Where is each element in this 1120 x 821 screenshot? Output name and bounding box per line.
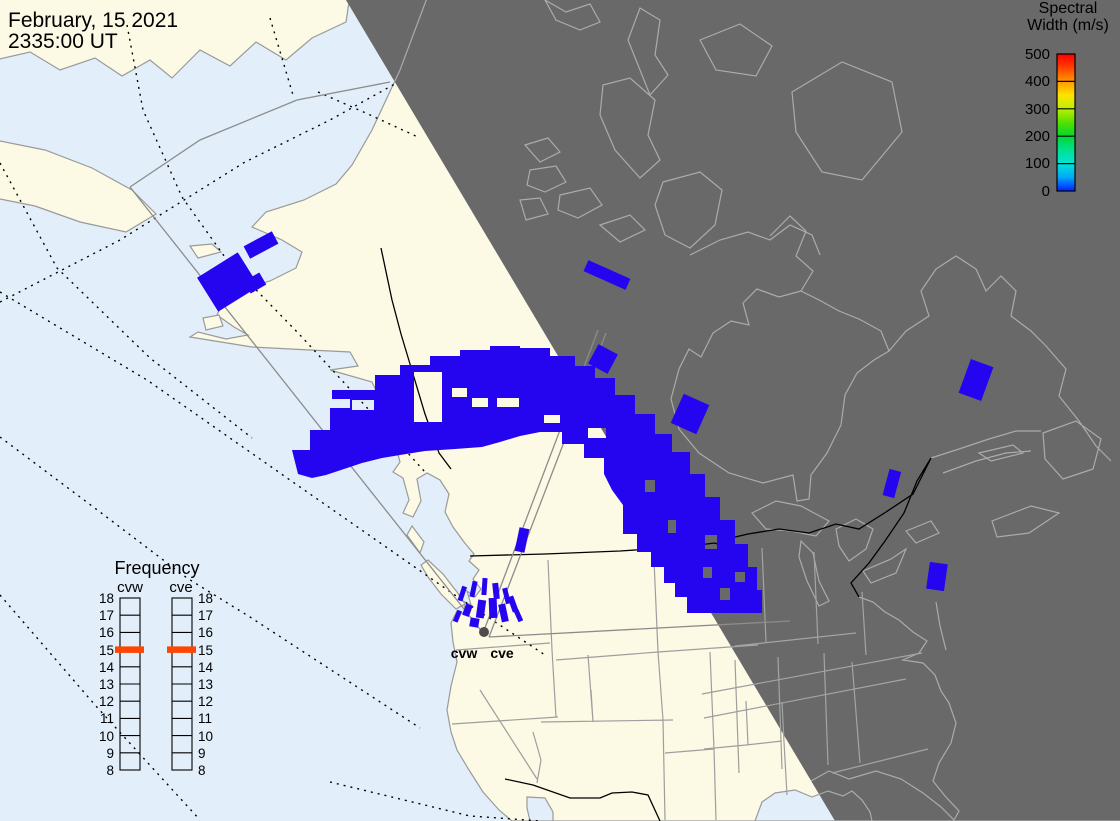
- freq-tick: 10: [99, 729, 114, 744]
- echo-patch-near: [452, 609, 463, 623]
- freq-tick: 9: [198, 746, 206, 761]
- echo-patch-near: [481, 577, 488, 596]
- echo-patch-near: [498, 603, 509, 623]
- echo-patch: [197, 252, 259, 312]
- time-label: 2335:00 UT: [8, 30, 118, 53]
- freq-tick: 8: [198, 763, 206, 778]
- radar-site-label-cve: cve: [490, 645, 514, 661]
- freq-tick: 18: [99, 591, 114, 606]
- colorbar: Spectral Width (m/s) 500 400 300 200 100…: [1025, 0, 1109, 200]
- echo-patch-near: [457, 585, 468, 602]
- cve-active-frequency-marker: [167, 646, 196, 653]
- colorbar-tick-200: 200: [1025, 128, 1050, 145]
- colorbar-tick-500: 500: [1025, 46, 1050, 63]
- freq-tick: 17: [99, 608, 114, 623]
- colorbar-tick-400: 400: [1025, 73, 1050, 90]
- colorbar-title-line1: Spectral: [1039, 0, 1098, 17]
- freq-tick: 16: [198, 625, 213, 640]
- echo-patch-near: [475, 599, 487, 619]
- frequency-column-cve: cve: [169, 579, 192, 596]
- freq-tick: 15: [198, 643, 213, 658]
- radar-site-dot: [479, 627, 489, 637]
- echo-patch-near: [492, 582, 500, 600]
- freq-tick: 8: [106, 763, 114, 778]
- echo-band-main-arc: [292, 346, 762, 613]
- freq-tick: 18: [198, 591, 213, 606]
- echo-patch-near: [469, 617, 480, 628]
- echo-patch-near: [488, 597, 498, 619]
- freq-tick: 14: [99, 660, 115, 675]
- date-label: February, 15 2021: [8, 9, 178, 32]
- echo-patch: [926, 561, 948, 592]
- frequency-ladders: [119, 597, 193, 771]
- cve-scale-labels: 18 17 16 15 14 13 12 11 10 9 8: [198, 591, 214, 778]
- radar-echo-patches: [197, 231, 994, 628]
- echo-patch: [588, 344, 618, 374]
- colorbar-tick-0: 0: [1042, 183, 1050, 200]
- freq-tick: 11: [100, 711, 114, 726]
- cvw-scale-labels: 18 17 16 15 14 13 12 11 10 9 8: [99, 591, 115, 778]
- echo-patch-near: [513, 609, 524, 623]
- freq-tick: 16: [99, 625, 114, 640]
- freq-tick: 17: [198, 608, 213, 623]
- echo-patch: [514, 527, 530, 553]
- radar-fov-boundary-lines: [129, 81, 791, 638]
- freq-tick: 14: [198, 660, 214, 675]
- colorbar-gradient: [1056, 53, 1076, 192]
- freq-tick: 11: [198, 711, 212, 726]
- frequency-legend: Frequency cvw cve 18 17 16 15 14 13 12 1…: [99, 558, 214, 778]
- echo-patch: [583, 260, 631, 290]
- echo-patch-near: [462, 603, 473, 618]
- frequency-legend-title: Frequency: [114, 558, 199, 578]
- echo-patch: [958, 358, 994, 402]
- radar-site-label-cvw: cvw: [451, 645, 478, 661]
- colorbar-tick-lines: [1057, 80, 1075, 165]
- freq-tick: 12: [198, 694, 213, 709]
- colorbar-title-line2: Width (m/s): [1027, 17, 1109, 34]
- freq-tick: 12: [99, 694, 114, 709]
- echo-patch: [882, 468, 902, 499]
- colorbar-tick-300: 300: [1025, 101, 1050, 118]
- echo-patch: [243, 272, 267, 294]
- frequency-column-cvw: cvw: [117, 579, 143, 596]
- freq-tick: 10: [198, 729, 213, 744]
- freq-tick: 15: [99, 643, 114, 658]
- freq-tick: 9: [106, 746, 114, 761]
- echo-patch-near: [507, 595, 519, 613]
- colorbar-tick-100: 100: [1025, 155, 1050, 172]
- freq-tick: 13: [99, 677, 114, 692]
- echo-patch-near: [469, 580, 478, 598]
- freq-tick: 13: [198, 677, 213, 692]
- echo-patch: [243, 231, 279, 259]
- echo-patch: [670, 393, 710, 435]
- cvw-active-frequency-marker: [115, 646, 144, 653]
